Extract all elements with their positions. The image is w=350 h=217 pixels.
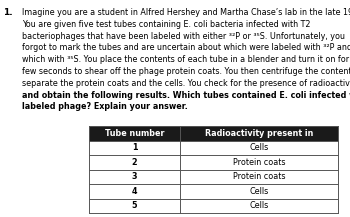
Bar (89, 184, 338, 199)
Text: separate the protein coats and the cells. You check for the presence of radioact: separate the protein coats and the cells… (22, 79, 350, 88)
Text: Tube number: Tube number (105, 129, 164, 138)
Text: Cells: Cells (249, 143, 268, 152)
Text: You are given five test tubes containing E. coli bacteria infected with T2: You are given five test tubes containing… (22, 20, 310, 29)
Text: 3: 3 (132, 172, 137, 181)
Text: Protein coats: Protein coats (233, 158, 285, 167)
Text: bacteriophages that have been labeled with either ³²P or ³⁵S. Unfortunately, you: bacteriophages that have been labeled wi… (22, 32, 345, 41)
Text: few seconds to shear off the phage protein coats. You then centrifuge the conten: few seconds to shear off the phage prote… (22, 67, 350, 76)
Bar (89, 199, 338, 213)
Text: forgot to mark the tubes and are uncertain about which were labeled with ³²P and: forgot to mark the tubes and are uncerta… (22, 43, 350, 52)
Text: 1.: 1. (3, 8, 13, 17)
Text: labeled phage? Explain your answer.: labeled phage? Explain your answer. (22, 102, 188, 111)
Text: Protein coats: Protein coats (233, 172, 285, 181)
Bar (89, 140, 338, 155)
Text: Cells: Cells (249, 187, 268, 196)
Bar (89, 155, 338, 169)
Text: which with ³⁵S. You place the contents of each tube in a blender and turn it on : which with ³⁵S. You place the contents o… (22, 55, 350, 64)
Text: and obtain the following results. Which tubes contained E. coli infected with ³²: and obtain the following results. Which … (22, 91, 350, 100)
Bar (89, 126, 338, 140)
Text: Radioactivity present in: Radioactivity present in (205, 129, 313, 138)
Text: 2: 2 (132, 158, 138, 167)
Bar (89, 169, 338, 184)
Text: Imagine you are a student in Alfred Hershey and Martha Chase’s lab in the late 1: Imagine you are a student in Alfred Hers… (22, 8, 350, 17)
Text: 1: 1 (132, 143, 137, 152)
Text: 5: 5 (132, 201, 137, 210)
Text: 4: 4 (132, 187, 137, 196)
Text: Cells: Cells (249, 201, 268, 210)
